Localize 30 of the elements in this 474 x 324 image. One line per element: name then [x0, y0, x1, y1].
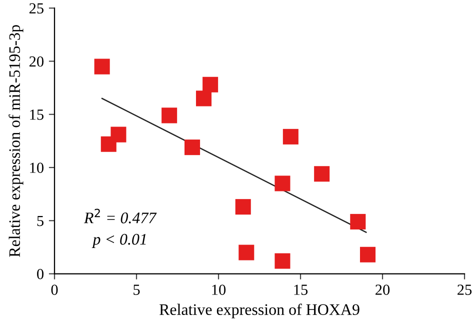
- point: [274, 176, 290, 192]
- y-tick-label: 0: [37, 268, 44, 280]
- point: [350, 214, 366, 230]
- point: [110, 126, 126, 142]
- x-tick-label: 15: [294, 284, 308, 295]
- point: [274, 253, 290, 269]
- y-tick-label: 20: [29, 56, 44, 67]
- point: [202, 76, 218, 92]
- annotation: p < 0.01: [92, 234, 146, 248]
- y-tick-label: 5: [37, 216, 44, 226]
- point: [196, 90, 212, 106]
- annotation: R$^{2}$ = 0.477: [84, 208, 157, 224]
- x-tick-label: 25: [458, 284, 472, 295]
- point: [238, 244, 254, 260]
- y-tick-label: 10: [30, 162, 44, 173]
- x-tick-label: 5: [134, 284, 140, 295]
- point: [235, 199, 251, 215]
- point: [184, 140, 200, 156]
- point: [94, 58, 110, 74]
- x-axis-title: Relative expression of HOXA9: [160, 304, 360, 318]
- point: [360, 246, 376, 262]
- y-axis-title: Relative expression of miR-5195-3p: [8, 25, 24, 257]
- point: [162, 108, 178, 124]
- y-tick-label: 25: [29, 3, 44, 14]
- y-tick-label: 15: [30, 110, 44, 120]
- x-tick-label: 10: [212, 284, 226, 295]
- point: [314, 166, 330, 182]
- x-tick-label: 20: [376, 284, 390, 295]
- x-tick-label: 0: [51, 284, 58, 295]
- point: [282, 128, 298, 144]
